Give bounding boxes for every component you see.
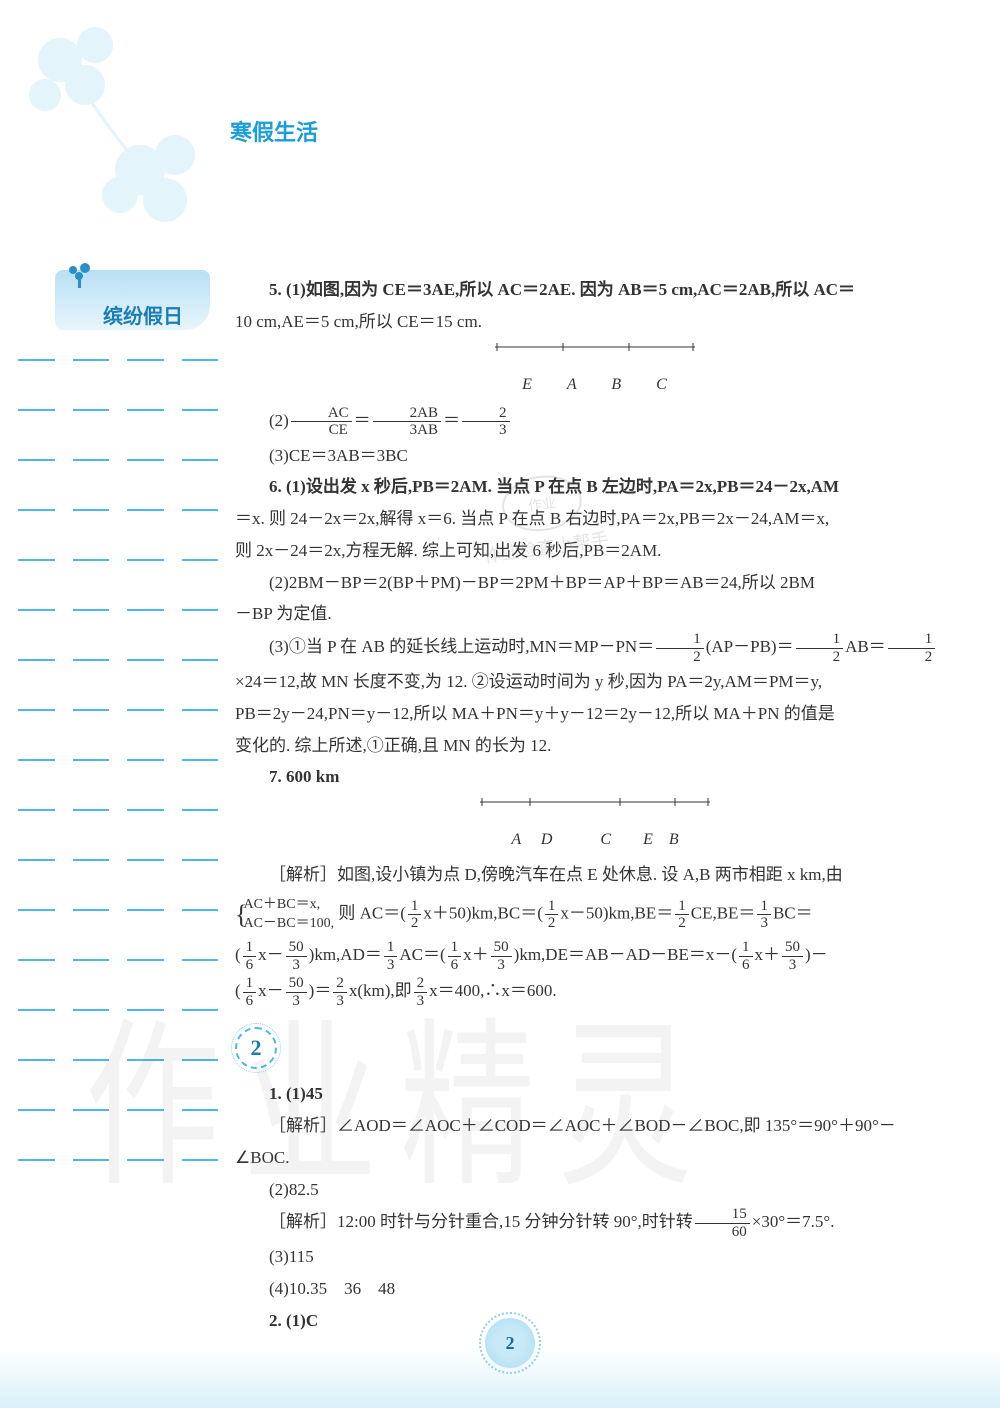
text-line: 2. (1)C bbox=[235, 1306, 955, 1336]
text-line: (3)115 bbox=[235, 1242, 955, 1272]
section-tab: 缤纷假日 bbox=[55, 270, 210, 330]
text-line: ［解析］12:00 时针与分针重合,15 分钟分针转 90°,时针转1560×3… bbox=[235, 1206, 955, 1240]
text-line: 变化的. 综上所述,①正确,且 MN 的长为 12. bbox=[235, 731, 955, 761]
text-line: (16x－503)＝23x(km),即23x＝400,∴x＝600. bbox=[235, 975, 955, 1009]
tree-icon bbox=[63, 260, 97, 302]
page-title: 寒假生活 bbox=[230, 115, 318, 147]
line-diagram-2: A D C E B bbox=[235, 798, 955, 854]
text-line: ［解析］如图,设小镇为点 D,傍晚汽车在点 E 处休息. 设 A,B 两市相距 … bbox=[235, 860, 955, 890]
page-number: 2 bbox=[485, 1318, 535, 1368]
text-line: ［解析］∠AOD＝∠AOC＋∠COD＝∠AOC＋∠BOD－∠BOC,即 135°… bbox=[235, 1111, 955, 1141]
text-line: (3)CE＝3AB＝3BC bbox=[235, 441, 955, 471]
text-line: ×24＝12,故 MN 长度不变,为 12. ②设运动时间为 y 秒,因为 PA… bbox=[235, 667, 955, 697]
margin-lines bbox=[0, 335, 218, 1185]
text-line: (3)①当 P 在 AB 的延长线上运动时,MN＝MP－PN＝12(AP－PB)… bbox=[235, 631, 955, 665]
text-line: PB＝2y－24,PN＝y－12,所以 MA＋PN＝y＋y－12＝2y－12,所… bbox=[235, 699, 955, 729]
text-line: (4)10.35 36 48 bbox=[235, 1274, 955, 1304]
text-line: 5. (1)如图,因为 CE＝3AE,所以 AC＝2AE. 因为 AB＝5 cm… bbox=[235, 275, 955, 305]
text-line: 6. (1)设出发 x 秒后,PB＝2AM. 当点 P 在点 B 左边时,PA＝… bbox=[235, 472, 955, 502]
diagram-labels: A D C E B bbox=[511, 831, 678, 848]
text-line: {AC＋BC＝x,AC－BC＝100, 则 AC＝(12x＋50)km,BC＝(… bbox=[235, 892, 955, 938]
main-content: 5. (1)如图,因为 CE＝3AE,所以 AC＝2AE. 因为 AB＝5 cm… bbox=[235, 275, 955, 1338]
diagram-labels: E A B C bbox=[522, 376, 668, 393]
text-line: 1. (1)45 bbox=[235, 1079, 955, 1109]
text-line: (2)2BM－BP＝2(BP＋PM)－BP＝2PM＋BP＝AP＋BP＝AB＝24… bbox=[235, 568, 955, 598]
text-line: －BP 为定值. bbox=[235, 599, 955, 629]
text-line: (2)ACCE＝2AB3AB＝23 bbox=[235, 405, 955, 439]
text-line: 则 2x－24＝2x,方程无解. 综上可知,出发 6 秒后,PB＝2AM. bbox=[235, 536, 955, 566]
section-tab-label: 缤纷假日 bbox=[103, 300, 183, 329]
text-line: 7. 600 km bbox=[235, 762, 955, 792]
text-line: ∠BOC. bbox=[235, 1143, 955, 1173]
section-number-badge: 2 bbox=[235, 1027, 277, 1069]
text-line: (16x－503)km,AD＝13AC＝(16x＋503)km,DE＝AB－AD… bbox=[235, 939, 955, 973]
text-line: ＝x. 则 24－2x＝2x,解得 x＝6. 当点 P 在点 B 右边时,PA＝… bbox=[235, 504, 955, 534]
text-line: 10 cm,AE＝5 cm,所以 CE＝15 cm. bbox=[235, 307, 955, 337]
text-line: (2)82.5 bbox=[235, 1175, 955, 1205]
line-diagram-1: E A B C bbox=[235, 343, 955, 399]
